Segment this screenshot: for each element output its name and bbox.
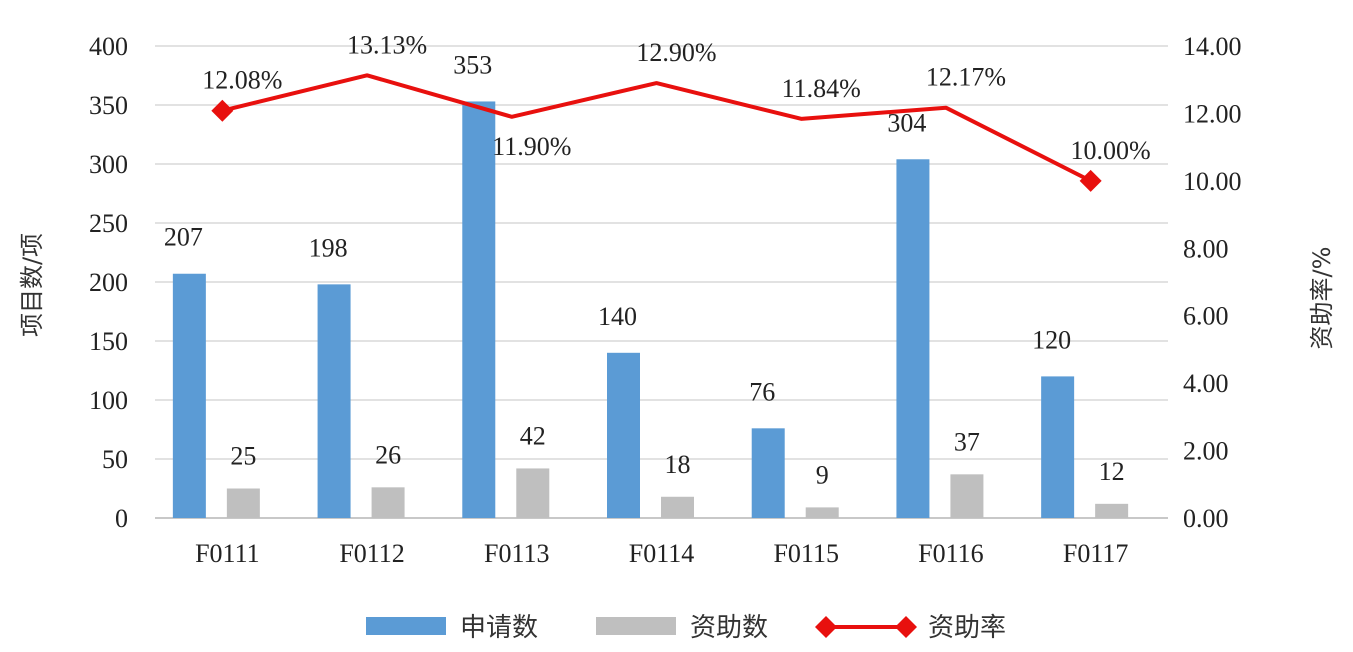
bar-funded (226, 488, 260, 518)
y-left-tick-label: 150 (89, 327, 128, 356)
bar-funded (1095, 503, 1129, 518)
y-right-tick-label: 4.00 (1183, 369, 1229, 398)
bar-applications (1041, 376, 1075, 518)
data-labels: 207 25 198 26 353 42 140 18 76 9 304 37 120 12 12.08% 1… (164, 30, 1151, 489)
legend-marker-rate-left (815, 616, 837, 638)
x-tick-label: F0116 (918, 539, 984, 568)
legend-swatch-funded (596, 617, 676, 635)
rate-label: 11.84% (782, 74, 861, 103)
y-right-tick-label: 6.00 (1183, 302, 1229, 331)
bar-label-funded: 12 (1099, 457, 1125, 486)
bar-label-applications: 207 (164, 223, 203, 252)
y-left-tick-label: 100 (89, 386, 128, 415)
legend-label-funded: 资助数 (690, 613, 768, 643)
bar-label-funded: 25 (230, 442, 256, 471)
y-left-tick-label: 350 (89, 91, 128, 120)
rate-label: 12.08% (202, 66, 282, 95)
y-left-axis-title: 项目数/项 (18, 233, 46, 337)
rate-label: 11.90% (492, 132, 571, 161)
legend-label-applications: 申请数 (460, 613, 538, 643)
gridlines (155, 45, 1168, 519)
x-tick-label: F0111 (195, 539, 260, 568)
y-left-tick-label: 250 (89, 209, 128, 238)
rate-label: 12.90% (636, 38, 716, 67)
y-right-tick-label: 12.00 (1183, 99, 1242, 128)
rate-line-path (221, 73, 1092, 183)
x-tick-label: F0117 (1063, 539, 1129, 568)
y-right-tick-label: 0.00 (1183, 504, 1229, 533)
y-left-tick-label: 400 (89, 32, 128, 61)
bar-applications (607, 352, 640, 518)
y-right-tick-label: 14.00 (1183, 32, 1242, 61)
bar-label-applications: 198 (309, 233, 348, 262)
legend-label-rate: 资助率 (928, 613, 1006, 643)
rate-line (211, 73, 1102, 192)
bar-applications (317, 284, 351, 518)
y-right-axis-title: 资助率/% (1308, 247, 1336, 350)
bar-label-applications: 304 (887, 108, 926, 137)
bar-funded (805, 507, 839, 518)
bar-funded (371, 487, 405, 518)
rate-marker (211, 99, 234, 122)
bar-label-applications: 120 (1032, 325, 1071, 354)
bar-label-funded: 18 (665, 450, 691, 479)
bar-label-applications: 353 (453, 50, 492, 79)
y-right-tick-label: 2.00 (1183, 437, 1229, 466)
rate-marker (1079, 169, 1102, 192)
bar-label-funded: 42 (520, 421, 546, 450)
x-tick-label: F0114 (629, 539, 695, 568)
legend-swatch-applications (366, 617, 446, 635)
bar-label-applications: 76 (749, 377, 775, 406)
legend: 申请数 资助数 资助率 (366, 613, 1006, 643)
bar-applications (462, 101, 496, 519)
bars (172, 101, 1129, 519)
y-left-tick-label: 0 (115, 504, 128, 533)
y-right-tick-label: 10.00 (1183, 167, 1242, 196)
bar-applications (751, 428, 785, 518)
bar-funded (950, 474, 984, 518)
rate-label: 13.13% (347, 30, 427, 59)
axes: 项目数/项 资助率/% 0 50 100 150 200 250 300 350 400 0.00… (18, 32, 1336, 568)
bar-funded (661, 496, 694, 518)
x-tick-label: F0115 (773, 539, 839, 568)
x-tick-label: F0112 (339, 539, 405, 568)
bar-label-funded: 26 (375, 440, 401, 469)
bar-label-funded: 37 (954, 427, 980, 456)
y-left-tick-label: 50 (102, 445, 128, 474)
bar-funded (516, 468, 550, 518)
bar-applications (172, 273, 206, 518)
y-left-tick-label: 200 (89, 268, 128, 297)
legend-marker-rate-right (895, 616, 917, 638)
rate-label: 12.17% (926, 63, 1006, 92)
x-tick-label: F0113 (484, 539, 550, 568)
y-left-tick-label: 300 (89, 150, 128, 179)
bar-label-applications: 140 (598, 302, 637, 331)
y-right-tick-label: 8.00 (1183, 234, 1229, 263)
bar-applications (896, 159, 930, 518)
bar-label-funded: 9 (816, 460, 829, 489)
rate-label: 10.00% (1071, 136, 1151, 165)
